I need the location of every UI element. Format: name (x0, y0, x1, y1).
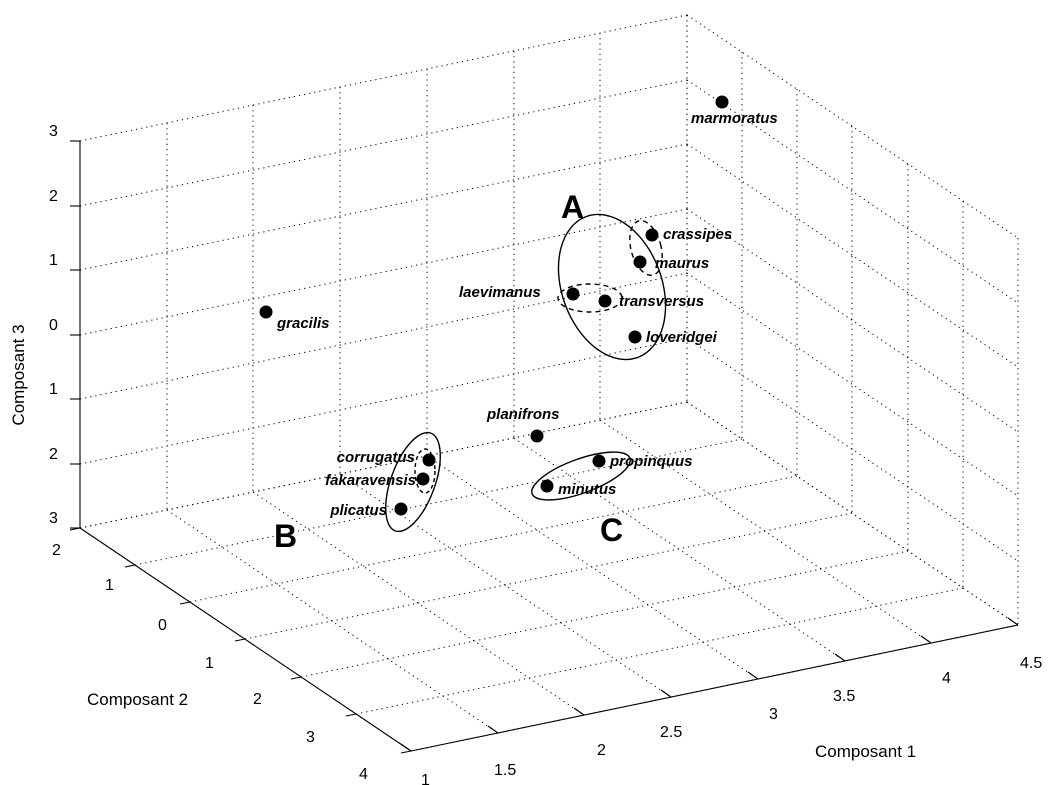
data-point (566, 287, 580, 301)
data-point (598, 294, 612, 308)
group-ellipses (385, 213, 667, 533)
point-label: minutus (558, 481, 616, 498)
x-axis-title: Composant 1 (815, 742, 916, 761)
x-tick-label: 4.5 (1020, 655, 1042, 672)
floor-grid (79, 401, 1019, 752)
point-label: plicatus (329, 502, 387, 519)
data-point (416, 472, 430, 486)
point-label: crassipes (663, 226, 732, 243)
x-tick-label: 2 (597, 742, 606, 759)
x-tick-label: 2.5 (660, 724, 682, 741)
data-point (592, 454, 606, 468)
point-label: corrugatus (337, 449, 415, 466)
z-tick-label: 0 (49, 317, 58, 334)
data-point (715, 95, 729, 109)
y-tick-label: 0 (158, 617, 167, 634)
z-tick-label: 2 (49, 188, 58, 205)
x-tick-labels: 1 1.5 2 2.5 3 3.5 4 4.5 (421, 655, 1042, 785)
data-point (645, 228, 659, 242)
point-label: propinquus (609, 453, 693, 470)
data-point (259, 305, 273, 319)
z-axis-title: Composant 3 (9, 324, 28, 425)
z-tick-label: 1 (49, 381, 58, 398)
group-label: B (274, 518, 297, 554)
points: marmoratus crassipes maurus laevimanus t… (259, 95, 778, 519)
z-tick-label: 3 (49, 510, 58, 527)
group-label: A (561, 189, 584, 225)
group-a-ellipse (557, 213, 667, 361)
y-tick-label: 4 (359, 766, 368, 783)
y-tick-label: 1 (105, 577, 114, 594)
data-point (628, 330, 642, 344)
data-point (394, 502, 408, 516)
x-tick-label: 3.5 (833, 688, 855, 705)
y-tick-label: 2 (253, 691, 262, 708)
subgroup-laevimanus-transversus-ellipse (557, 283, 623, 313)
axes (69, 140, 1019, 754)
subgroup-crassipes-maurus-ellipse (629, 219, 663, 277)
z-tick-label: 2 (49, 446, 58, 463)
point-label: planifrons (486, 406, 560, 423)
data-point (633, 255, 647, 269)
point-label: transversus (619, 293, 704, 310)
group-b-ellipse (385, 431, 441, 533)
x-tick-label: 3 (769, 706, 778, 723)
x-tick-label: 1.5 (494, 762, 516, 779)
z-tick-label: 1 (49, 252, 58, 269)
y-tick-label: 2 (52, 542, 61, 559)
point-label: marmoratus (691, 110, 778, 127)
point-label: laevimanus (459, 284, 541, 301)
data-point (422, 453, 436, 467)
y-tick-label: 1 (205, 655, 214, 672)
data-point (530, 429, 544, 443)
point-label: gracilis (276, 315, 330, 332)
y-tick-label: 3 (306, 729, 315, 746)
point-label: maurus (655, 255, 709, 272)
data-point (540, 479, 554, 493)
x-tick-label: 1 (421, 772, 430, 785)
group-c-ellipse (531, 451, 631, 501)
x-tick-label: 4 (942, 670, 951, 687)
subgroup-corrugatus-fakaravensis-ellipse (414, 448, 436, 494)
y-tick-labels: 2 1 0 1 2 3 4 (52, 542, 368, 783)
point-label: loveridgei (646, 329, 718, 346)
right-wall-grid (686, 14, 1019, 626)
group-label: C (600, 512, 623, 548)
z-tick-label: 3 (49, 123, 58, 140)
y-axis-title: Composant 2 (87, 690, 188, 709)
z-tick-labels: 3 2 1 0 1 2 3 (49, 123, 58, 527)
point-label: fakaravensis (325, 472, 416, 489)
